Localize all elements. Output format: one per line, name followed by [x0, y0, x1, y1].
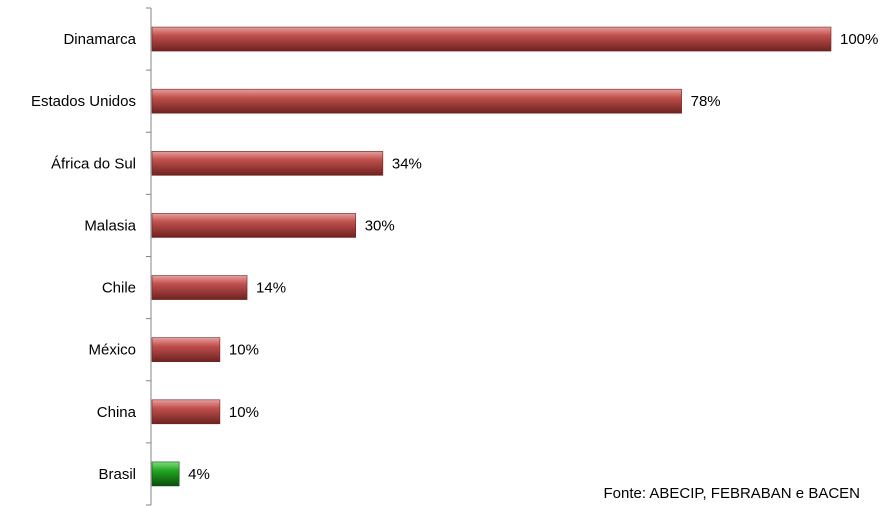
- value-label: 34%: [392, 155, 422, 172]
- bars-group: [151, 26, 832, 487]
- category-label: Dinamarca: [63, 31, 136, 48]
- bar-m-xico: [151, 337, 221, 362]
- category-label: África do Sul: [51, 155, 136, 172]
- value-label: 10%: [229, 342, 259, 359]
- category-label: Chile: [102, 280, 136, 297]
- bar-malasia: [151, 213, 356, 238]
- bar-estados-unidos: [151, 88, 682, 114]
- bar-dinamarca: [151, 26, 832, 52]
- category-label: Brasil: [98, 466, 136, 483]
- value-label: 14%: [256, 280, 286, 297]
- value-label: 4%: [188, 466, 210, 483]
- value-label: 10%: [229, 404, 259, 421]
- value-label: 100%: [840, 31, 878, 48]
- bar-brasil: [151, 461, 180, 487]
- y-axis: [146, 7, 152, 506]
- value-label: 78%: [691, 93, 721, 110]
- value-label: 30%: [365, 217, 395, 234]
- bar-chile: [151, 275, 248, 300]
- bar-china: [151, 399, 221, 425]
- labels-group: Dinamarca 100% Estados Unidos 78% África do …: [31, 31, 878, 483]
- category-label: Malasia: [84, 217, 136, 234]
- source-note: Fonte: ABECIP, FEBRABAN e BACEN: [603, 485, 861, 502]
- category-label: Estados Unidos: [31, 93, 136, 110]
- bar--frica-do-sul: [151, 151, 384, 176]
- category-label: China: [97, 404, 137, 421]
- category-label: México: [88, 342, 136, 359]
